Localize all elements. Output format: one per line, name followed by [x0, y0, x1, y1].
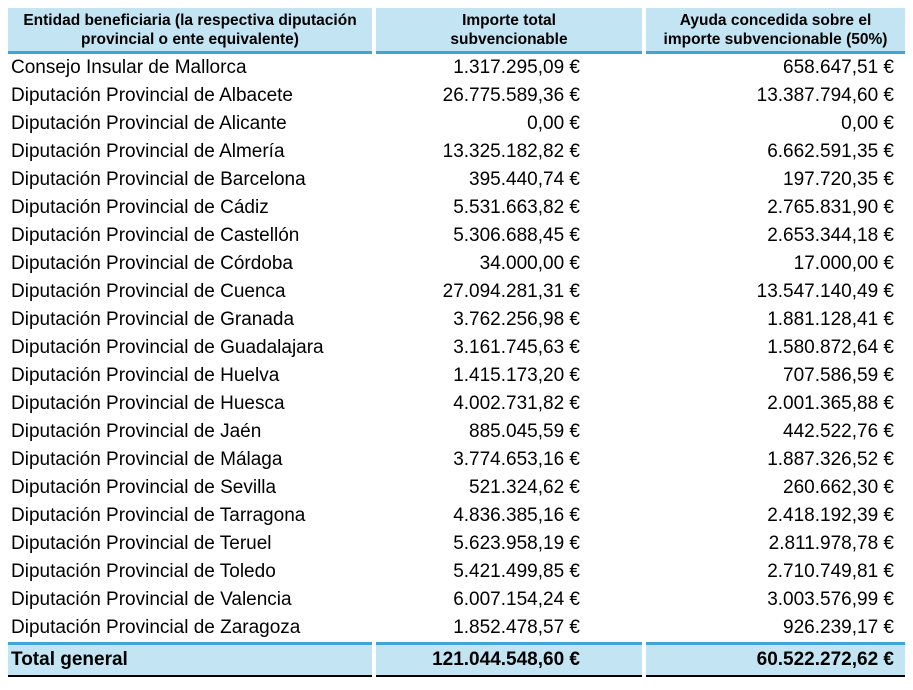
header-ayuda-concedida: Ayuda concedida sobre el importe subvenc… [646, 8, 905, 54]
entity-name: Diputación Provincial de Teruel [11, 533, 272, 554]
importe-value: 6.007.154,24 € [453, 589, 580, 610]
entity-name: Diputación Provincial de Valencia [11, 589, 292, 610]
ayuda-value: 260.662,30 € [783, 477, 894, 498]
table-row: Diputación Provincial de Jaén 885.045,59… [8, 418, 905, 446]
entity-name: Diputación Provincial de Cuenca [11, 281, 286, 302]
ayuda-value: 1.881.128,41 € [767, 309, 894, 330]
importe-value: 27.094.281,31 € [442, 281, 580, 302]
ayuda-value: 658.647,51 € [783, 57, 894, 78]
entity-name: Diputación Provincial de Toledo [11, 561, 276, 582]
ayuda-value: 2.765.831,90 € [767, 197, 894, 218]
importe-value: 0,00 € [527, 113, 580, 134]
importe-value: 3.161.745,63 € [453, 337, 580, 358]
total-ayuda-value: 60.522.272,62 € [646, 642, 905, 677]
entity-name: Diputación Provincial de Huesca [11, 393, 285, 414]
entity-name: Diputación Provincial de Guadalajara [11, 337, 324, 358]
entity-name: Diputación Provincial de Tarragona [11, 505, 306, 526]
ayuda-value: 197.720,35 € [783, 169, 894, 190]
table-row: Diputación Provincial de Guadalajara 3.1… [8, 334, 905, 362]
importe-value: 13.325.182,82 € [442, 141, 580, 162]
ayuda-value: 13.547.140,49 € [756, 281, 894, 302]
entity-name: Diputación Provincial de Granada [11, 309, 295, 330]
entity-name: Diputación Provincial de Huelva [11, 365, 280, 386]
total-importe-value: 121.044.548,60 € [376, 642, 642, 677]
table-row: Diputación Provincial de Toledo 5.421.49… [8, 558, 905, 586]
ayuda-value: 2.710.749,81 € [767, 561, 894, 582]
header-importe-subvencionable: Importe total subvencionable [376, 8, 642, 54]
ayuda-value: 17.000,00 € [793, 253, 894, 274]
total-row: Total general 121.044.548,60 € 60.522.27… [8, 642, 905, 677]
entity-name: Diputación Provincial de Málaga [11, 449, 283, 470]
importe-value: 4.836.385,16 € [453, 505, 580, 526]
ayuda-value: 2.811.978,78 € [768, 533, 894, 554]
importe-value: 1.415.173,20 € [453, 365, 580, 386]
importe-value: 26.775.589,36 € [442, 85, 580, 106]
importe-value: 521.324,62 € [469, 477, 580, 498]
entity-name: Diputación Provincial de Castellón [11, 225, 300, 246]
table-row: Consejo Insular de Mallorca 1.317.295,09… [8, 54, 905, 82]
ayuda-value: 13.387.794,60 € [756, 85, 894, 106]
ayuda-value: 2.653.344,18 € [767, 225, 894, 246]
importe-value: 1.852.478,57 € [453, 617, 580, 638]
importe-value: 395.440,74 € [469, 169, 580, 190]
header-entidad-beneficiaria: Entidad beneficiaria (la respectiva dipu… [8, 8, 372, 54]
importe-value: 3.762.256,98 € [453, 309, 580, 330]
table-row: Diputación Provincial de Zaragoza 1.852.… [8, 614, 905, 642]
ayuda-value: 2.001.365,88 € [767, 393, 894, 414]
ayuda-value: 926.239,17 € [783, 617, 894, 638]
entity-name: Diputación Provincial de Almería [11, 141, 285, 162]
entity-name: Diputación Provincial de Barcelona [11, 169, 306, 190]
importe-value: 885.045,59 € [469, 421, 580, 442]
importe-value: 5.306.688,45 € [453, 225, 580, 246]
table-row: Diputación Provincial de Huesca 4.002.73… [8, 390, 905, 418]
table-row: Diputación Provincial de Teruel 5.623.95… [8, 530, 905, 558]
table-row: Diputación Provincial de Tarragona 4.836… [8, 502, 905, 530]
entity-name: Diputación Provincial de Sevilla [11, 477, 277, 498]
importe-value: 5.623.958,19 € [453, 533, 580, 554]
entity-name: Diputación Provincial de Córdoba [11, 253, 293, 274]
subsidy-table: Entidad beneficiaria (la respectiva dipu… [4, 8, 909, 677]
ayuda-value: 3.003.576,99 € [767, 589, 894, 610]
ayuda-value: 6.662.591,35 € [767, 141, 894, 162]
table-row: Diputación Provincial de Valencia 6.007.… [8, 586, 905, 614]
importe-value: 1.317.295,09 € [453, 57, 580, 78]
importe-value: 5.421.499,85 € [453, 561, 580, 582]
table-row: Diputación Provincial de Cuenca 27.094.2… [8, 278, 905, 306]
table-row: Diputación Provincial de Málaga 3.774.65… [8, 446, 905, 474]
table-row: Diputación Provincial de Huelva 1.415.17… [8, 362, 905, 390]
ayuda-value: 1.887.326,52 € [767, 449, 894, 470]
table-row: Diputación Provincial de Castellón 5.306… [8, 222, 905, 250]
table-body: Consejo Insular de Mallorca 1.317.295,09… [8, 54, 905, 642]
entity-name: Diputación Provincial de Cádiz [11, 197, 269, 218]
header-row: Entidad beneficiaria (la respectiva dipu… [8, 8, 905, 54]
table-row: Diputación Provincial de Granada 3.762.2… [8, 306, 905, 334]
ayuda-value: 707.586,59 € [783, 365, 894, 386]
table-row: Diputación Provincial de Alicante 0,00 €… [8, 110, 905, 138]
table-row: Diputación Provincial de Córdoba 34.000,… [8, 250, 905, 278]
table-row: Diputación Provincial de Sevilla 521.324… [8, 474, 905, 502]
table-row: Diputación Provincial de Barcelona 395.4… [8, 166, 905, 194]
importe-value: 34.000,00 € [479, 253, 580, 274]
ayuda-value: 442.522,76 € [783, 421, 894, 442]
importe-value: 4.002.731,82 € [453, 393, 580, 414]
entity-name: Consejo Insular de Mallorca [11, 57, 247, 78]
ayuda-value: 2.418.192,39 € [767, 505, 894, 526]
table-row: Diputación Provincial de Cádiz 5.531.663… [8, 194, 905, 222]
entity-name: Diputación Provincial de Albacete [11, 85, 294, 106]
importe-value: 3.774.653,16 € [453, 449, 580, 470]
entity-name: Diputación Provincial de Zaragoza [11, 617, 301, 638]
entity-name: Diputación Provincial de Alicante [11, 113, 287, 134]
table-row: Diputación Provincial de Albacete 26.775… [8, 82, 905, 110]
ayuda-value: 0,00 € [841, 113, 894, 134]
entity-name: Diputación Provincial de Jaén [11, 421, 262, 442]
ayuda-value: 1.580.872,64 € [767, 337, 894, 358]
total-label: Total general [8, 642, 372, 677]
importe-value: 5.531.663,82 € [453, 197, 580, 218]
table-row: Diputación Provincial de Almería 13.325.… [8, 138, 905, 166]
